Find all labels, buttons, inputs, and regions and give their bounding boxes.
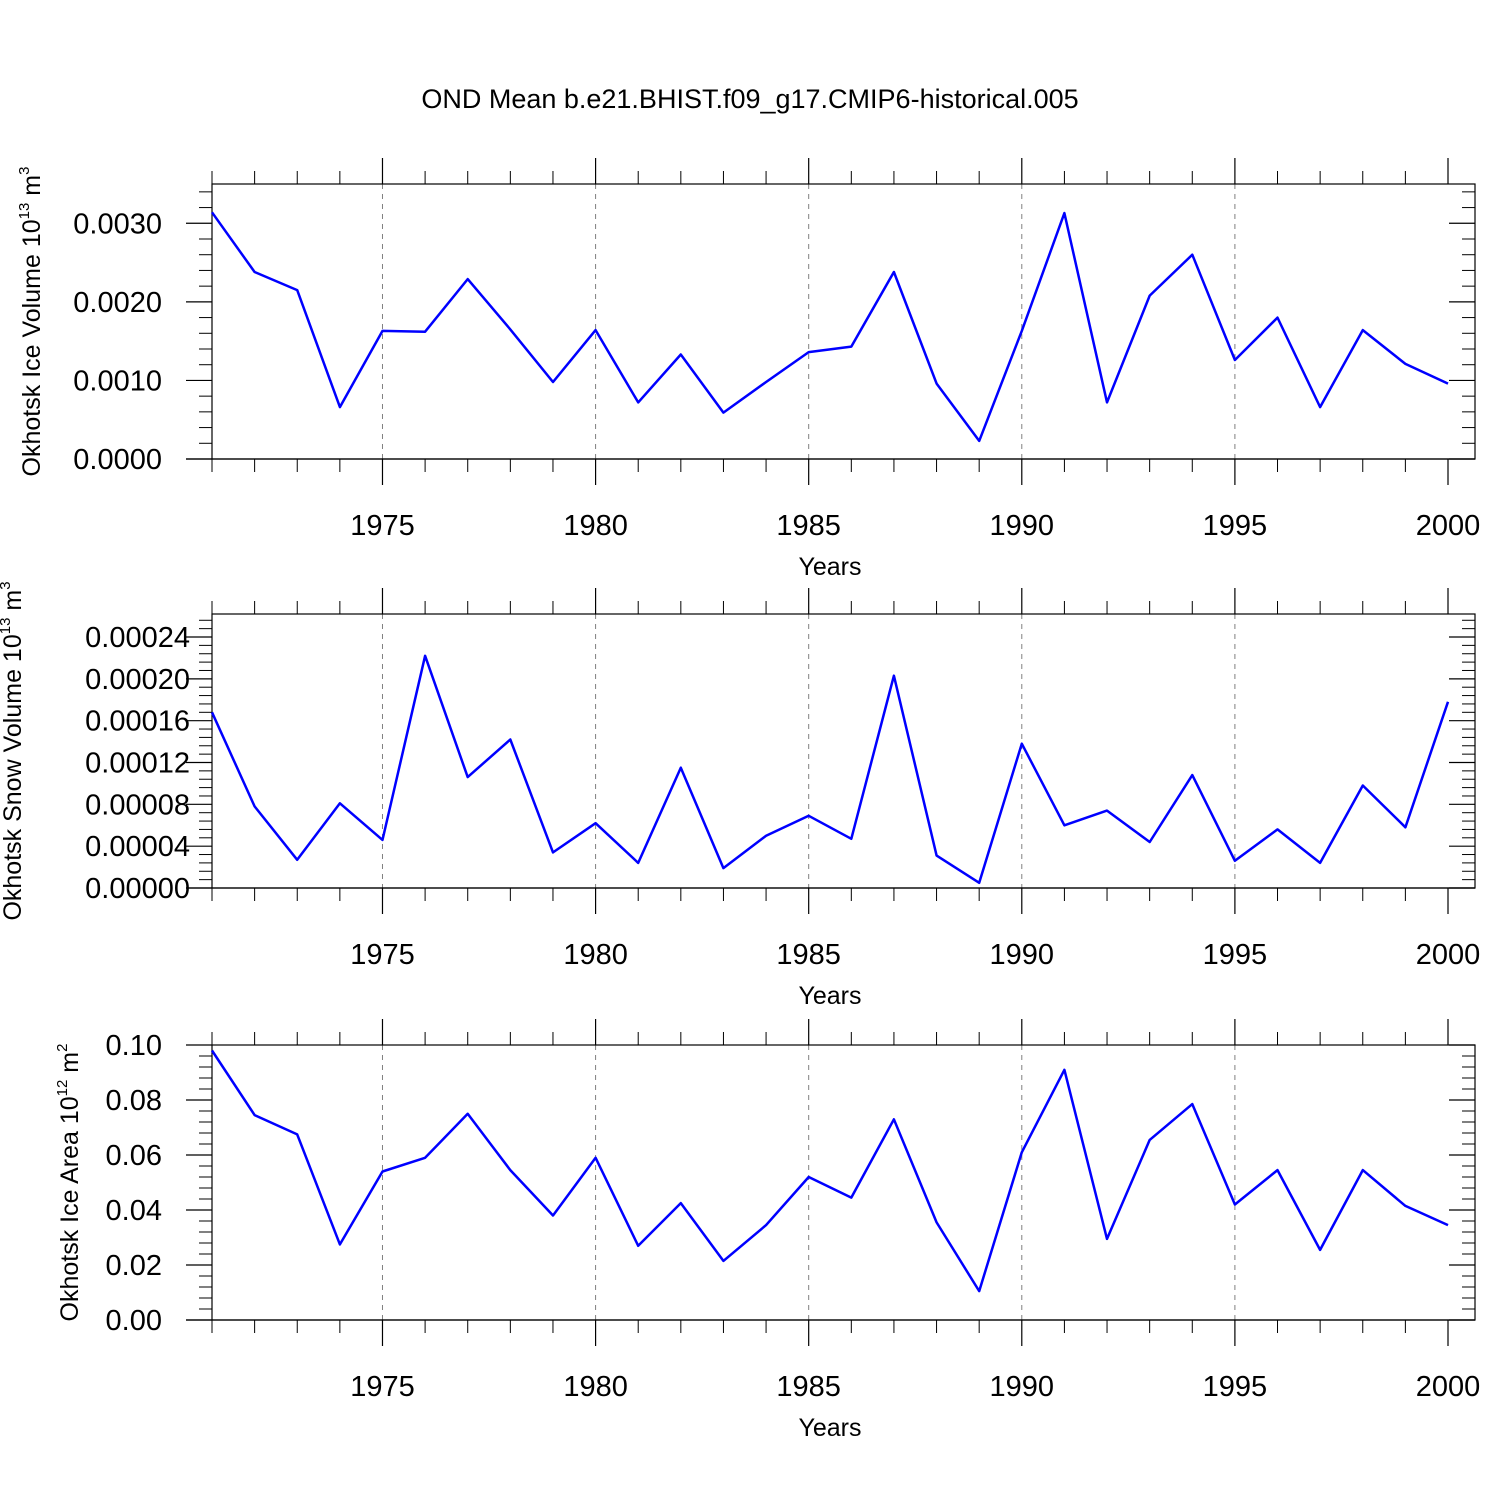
ice-area-xtick-label: 1985 <box>776 1371 841 1403</box>
snow-volume-ylabel: Okhotsk Snow Volume 1013 m3 <box>0 581 27 920</box>
snow-volume-xlabel: Years <box>798 982 861 1010</box>
ice-volume-plot-frame <box>211 183 1476 460</box>
ice-volume-ylabel-main: Okhotsk Ice Volume 10 <box>18 219 46 476</box>
ice-volume-ylabel-exponent: 13 <box>16 203 33 220</box>
ice-area-ytick-label: 0.02 <box>106 1250 162 1282</box>
ice-area-xtick-label: 1990 <box>990 1371 1055 1403</box>
snow-volume-ytick-label: 0.00016 <box>85 706 190 738</box>
ice-area-ylabel-exponent: 12 <box>54 1080 71 1097</box>
ice-area-ytick-label: 0.08 <box>106 1085 162 1117</box>
ice-volume-xtick-label: 1975 <box>350 510 415 542</box>
ice-area-ylabel-unit-exponent: 2 <box>54 1044 71 1052</box>
ice-volume-xtick-label: 1995 <box>1203 510 1268 542</box>
snow-volume-plot-frame <box>211 613 1476 889</box>
ice-volume-ytick-labels: 0.0000 0.0010 0.0020 0.0030 <box>73 208 162 476</box>
ice-area-xtick-label: 1975 <box>350 1371 415 1403</box>
snow-volume-ytick-labels: 0.00000 0.00004 0.00008 0.00012 0.00016 … <box>85 622 190 905</box>
ice-volume-ylabel: Okhotsk Ice Volume 1013 m3 <box>16 167 46 477</box>
ice-area-plot-frame <box>211 1044 1476 1321</box>
ice-volume-xtick-label: 1985 <box>776 510 841 542</box>
ice-volume-xtick-label: 1980 <box>563 510 628 542</box>
ice-volume-panel: 0.0000 0.0010 0.0020 0.0030 1975 1980 19… <box>16 158 1480 581</box>
snow-volume-xtick-label: 1985 <box>776 939 841 971</box>
ice-volume-gridlines <box>381 184 1236 459</box>
ice-volume-major-ticks <box>186 158 1475 485</box>
ice-area-ylabel-unit: m <box>56 1052 84 1080</box>
snow-volume-ytick-label: 0.00012 <box>85 748 190 780</box>
ice-area-ylabel: Okhotsk Ice Area 1012 m2 <box>54 1044 84 1322</box>
snow-volume-ylabel-unit-exponent: 3 <box>0 581 14 589</box>
ice-area-xtick-label: 2000 <box>1416 1371 1481 1403</box>
ice-area-ylabel-main: Okhotsk Ice Area 10 <box>56 1096 84 1321</box>
snow-volume-ytick-label: 0.00000 <box>85 873 190 905</box>
snow-volume-xtick-label: 1975 <box>350 939 415 971</box>
ice-area-ytick-label: 0.04 <box>106 1195 162 1227</box>
snow-volume-xtick-label: 1990 <box>990 939 1055 971</box>
ice-volume-ytick-label: 0.0030 <box>73 208 162 240</box>
snow-volume-minor-ticks <box>199 601 1475 901</box>
ice-volume-xtick-label: 2000 <box>1416 510 1481 542</box>
ice-volume-xtick-labels: 1975 1980 1985 1990 1995 2000 <box>350 510 1480 542</box>
ice-volume-minor-ticks <box>199 171 1475 472</box>
ice-area-gridlines <box>381 1045 1236 1320</box>
ice-volume-xtick-label: 1990 <box>990 510 1055 542</box>
ice-area-ytick-label: 0.00 <box>106 1305 162 1337</box>
snow-volume-ylabel-exponent: 13 <box>0 618 14 635</box>
snow-volume-ylabel-main: Okhotsk Snow Volume 10 <box>0 634 27 920</box>
snow-volume-ytick-label: 0.00008 <box>85 789 190 821</box>
ice-area-ytick-label: 0.10 <box>106 1030 162 1062</box>
ice-area-ytick-label: 0.06 <box>106 1140 162 1172</box>
snow-volume-ytick-label: 0.00024 <box>85 622 190 654</box>
ice-volume-xlabel: Years <box>798 553 861 581</box>
snow-volume-series-line <box>210 654 1450 885</box>
snow-volume-major-ticks <box>186 588 1475 914</box>
snow-volume-xtick-label: 2000 <box>1416 939 1481 971</box>
ice-area-minor-ticks <box>199 1032 1475 1333</box>
ice-volume-ytick-label: 0.0020 <box>73 287 162 319</box>
ice-volume-series-line <box>210 211 1449 443</box>
ice-area-xtick-labels: 1975 1980 1985 1990 1995 2000 <box>350 1371 1480 1403</box>
ice-volume-ytick-label: 0.0000 <box>73 444 162 476</box>
snow-volume-ylabel-unit: m <box>0 590 27 618</box>
ice-area-series-line <box>210 1049 1449 1293</box>
snow-volume-xtick-labels: 1975 1980 1985 1990 1995 2000 <box>350 939 1480 971</box>
ice-area-major-ticks <box>186 1019 1475 1346</box>
ice-area-ytick-labels: 0.00 0.02 0.04 0.06 0.08 0.10 <box>106 1030 162 1337</box>
ice-area-xtick-label: 1980 <box>563 1371 628 1403</box>
ice-volume-ylabel-unit-exponent: 3 <box>16 167 33 175</box>
snow-volume-ytick-label: 0.00020 <box>85 664 190 696</box>
snow-volume-xtick-label: 1995 <box>1203 939 1268 971</box>
ice-volume-ylabel-unit: m <box>18 175 46 203</box>
snow-volume-panel: 0.00000 0.00004 0.00008 0.00012 0.00016 … <box>0 581 1480 1010</box>
snow-volume-xtick-label: 1980 <box>563 939 628 971</box>
snow-volume-ytick-label: 0.00004 <box>85 831 190 863</box>
ice-volume-ytick-label: 0.0010 <box>73 365 162 397</box>
figure-title: OND Mean b.e21.BHIST.f09_g17.CMIP6-histo… <box>421 84 1078 114</box>
snow-volume-gridlines <box>381 614 1236 888</box>
ice-area-panel: 0.00 0.02 0.04 0.06 0.08 0.10 1975 1980 … <box>54 1019 1480 1442</box>
ice-area-xlabel: Years <box>798 1414 861 1442</box>
ice-area-xtick-label: 1995 <box>1203 1371 1268 1403</box>
